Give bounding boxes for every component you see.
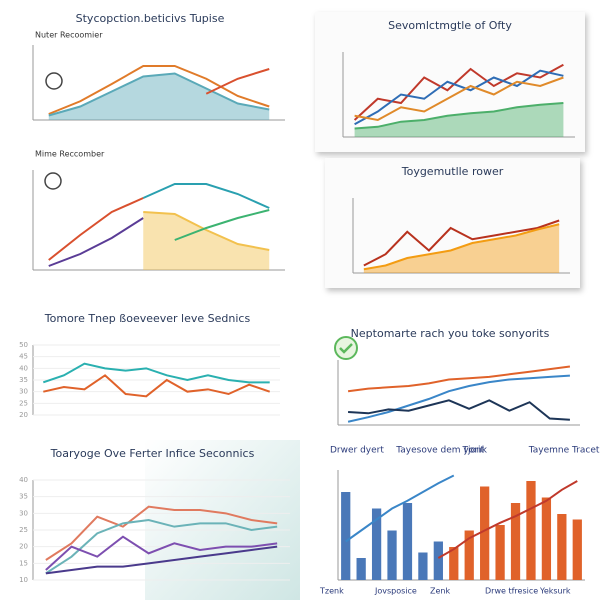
line <box>48 197 144 261</box>
line <box>354 76 564 122</box>
bar <box>387 530 397 580</box>
bar <box>341 492 351 580</box>
bar <box>464 530 474 580</box>
line <box>45 535 278 571</box>
chart-title: Stycopction.beticivs Tupise <box>76 12 225 25</box>
label: Tjonk <box>462 446 488 456</box>
line <box>45 518 278 575</box>
label: Yeksurk <box>539 587 571 596</box>
y-tick-label: 35 <box>19 493 28 501</box>
bar <box>495 525 505 580</box>
bar <box>418 552 428 580</box>
line <box>174 209 270 241</box>
y-tick-label: 30 <box>19 388 28 396</box>
y-tick-label: 15 <box>19 559 28 567</box>
line <box>43 374 271 398</box>
area <box>48 73 270 120</box>
label: Tzenk <box>319 587 344 596</box>
line <box>437 480 578 559</box>
chart-subtitle: Mime Reccomber <box>35 150 105 159</box>
line <box>353 63 564 121</box>
y-tick-label: 40 <box>19 476 28 484</box>
y-tick-label: 40 <box>19 364 28 372</box>
chart-title: Tomore Tnep ßoeveever leve Sednics <box>44 312 251 325</box>
chart-title: Toygemutlle rower <box>401 165 504 178</box>
check-icon <box>334 336 358 360</box>
line <box>48 217 144 267</box>
line <box>354 69 564 126</box>
label: Zenk <box>430 587 450 596</box>
y-tick-label: 50 <box>19 341 28 349</box>
line <box>42 362 270 384</box>
y-tick-label: 30 <box>19 509 28 517</box>
backdrop <box>145 440 300 600</box>
label: Drwe tfresice <box>485 587 538 596</box>
y-tick-label: 45 <box>19 353 28 361</box>
chart-subtitle: Nuter Recoomier <box>35 31 103 40</box>
y-tick-label: 20 <box>19 411 28 419</box>
line <box>347 365 571 393</box>
card <box>325 158 580 288</box>
area <box>143 212 270 270</box>
line <box>48 72 270 117</box>
bar <box>433 541 443 580</box>
line <box>345 474 455 543</box>
bar <box>449 547 459 580</box>
chart-title: Neptomarte rach you toke sonyorits <box>351 327 550 340</box>
bar <box>356 558 366 580</box>
line <box>45 545 278 575</box>
bar <box>480 486 490 580</box>
line <box>142 183 270 209</box>
label: Jovsposice <box>374 587 417 596</box>
line <box>45 505 278 561</box>
bar <box>526 481 536 580</box>
line <box>347 374 570 423</box>
line <box>363 223 560 271</box>
chart-title: Sevomlctmgtle of Ofty <box>388 19 512 32</box>
line <box>348 399 570 421</box>
line <box>354 102 564 130</box>
y-tick-label: 35 <box>19 376 28 384</box>
line <box>205 68 270 95</box>
bar <box>402 503 413 580</box>
y-tick-label: 25 <box>19 399 28 407</box>
chart-title: Toaryoge Ove Ferter Infice Seconnics <box>50 447 255 460</box>
bar <box>541 497 552 580</box>
bar <box>510 503 521 580</box>
area <box>354 103 564 137</box>
y-tick-label: 10 <box>19 576 28 584</box>
line <box>143 211 270 251</box>
label: Tayesove dem yorit <box>395 446 484 456</box>
bar <box>572 519 582 580</box>
bar <box>557 514 567 580</box>
clock-icon <box>45 72 63 90</box>
check-icon <box>339 343 353 354</box>
line <box>48 65 270 115</box>
line <box>363 219 560 267</box>
y-tick-label: 25 <box>19 526 28 534</box>
clock-icon <box>44 172 62 190</box>
label: Tayemne Tracet <box>528 446 600 456</box>
bar <box>371 508 382 580</box>
y-tick-label: 20 <box>19 543 28 551</box>
label: Drwer dyert <box>330 446 384 456</box>
